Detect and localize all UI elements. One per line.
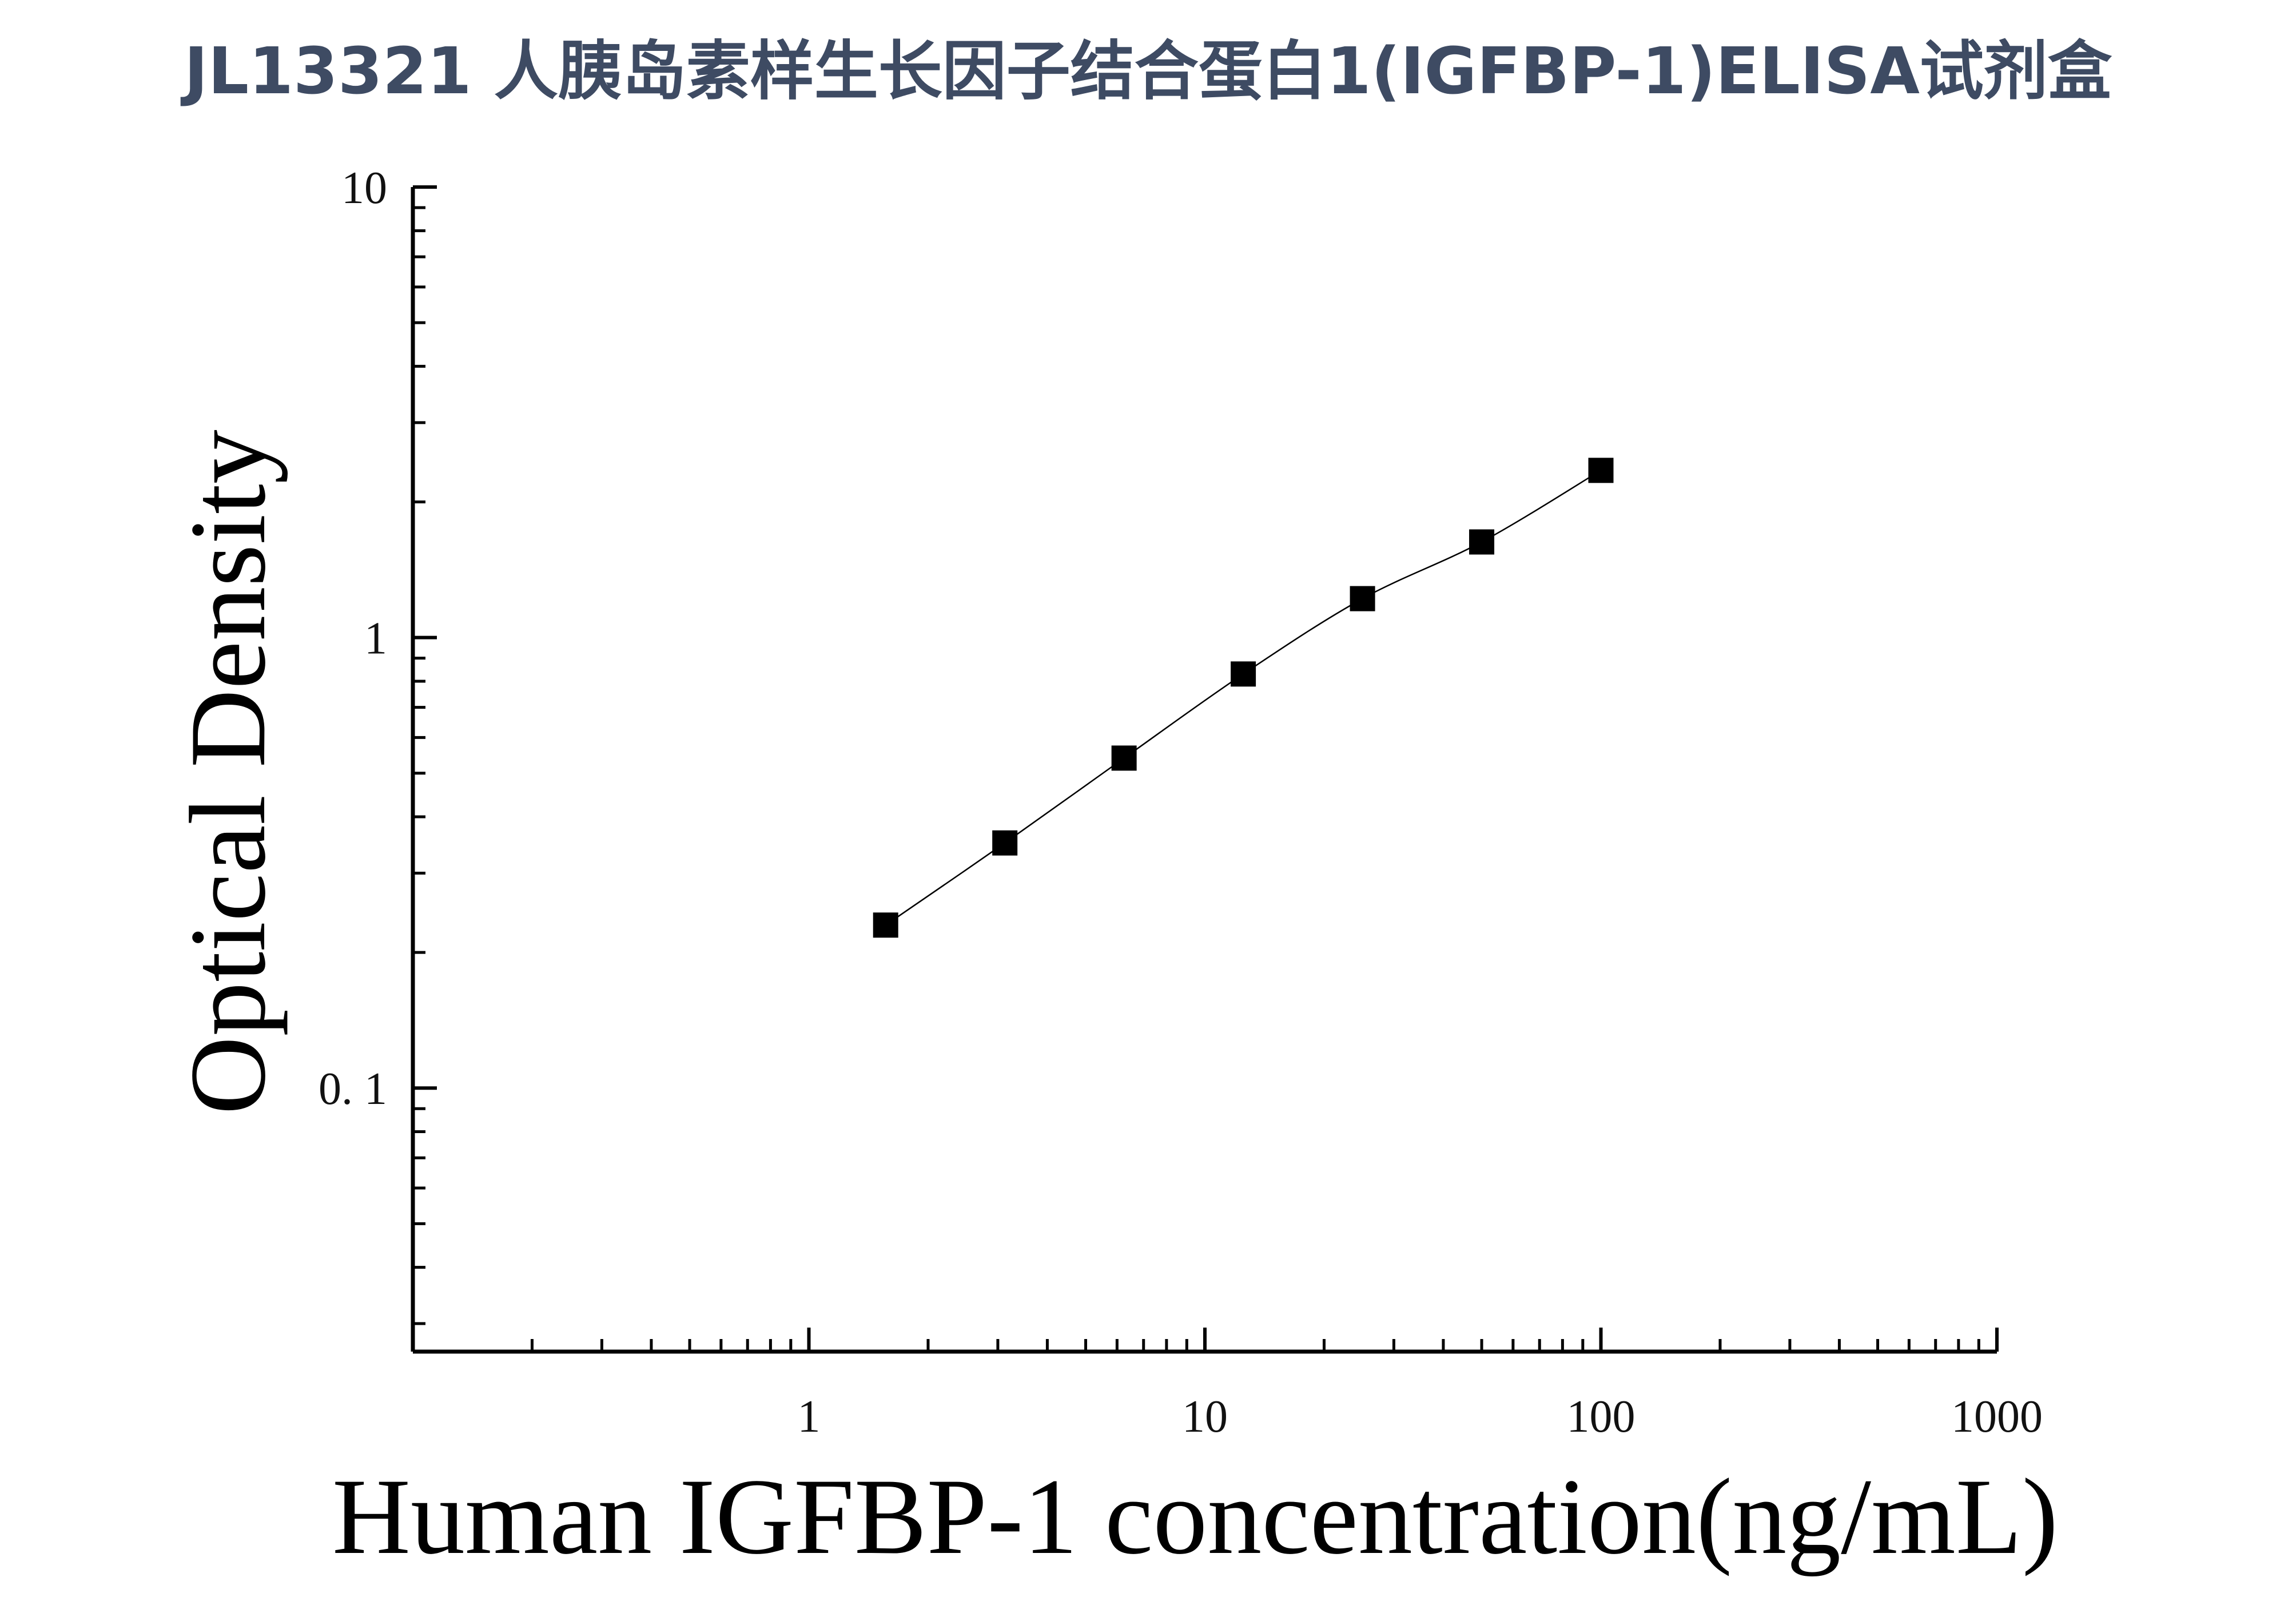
data-point-marker xyxy=(1588,458,1614,483)
data-series xyxy=(873,458,1614,938)
axes xyxy=(411,187,1997,1354)
y-tick-label: 1 xyxy=(364,614,387,664)
x-tick-label: 10 xyxy=(1182,1392,1228,1442)
x-axis-title: Human IGFBP-1 concentration(ng/mL) xyxy=(332,1457,2058,1577)
data-point-marker xyxy=(1231,661,1256,687)
x-tick-label: 1000 xyxy=(1951,1392,2043,1442)
data-point-marker xyxy=(1111,745,1137,771)
data-point-marker xyxy=(1350,586,1375,611)
page-title: JL13321 人胰岛素样生长因子结合蛋白1(IGFBP-1)ELISA试剂盒 xyxy=(184,34,2112,109)
data-point-marker xyxy=(992,830,1018,856)
x-tick-label: 100 xyxy=(1567,1392,1636,1442)
y-tick-label: 0. 1 xyxy=(319,1064,387,1114)
y-axis-ticks: 0. 1 1 10 xyxy=(319,163,437,1325)
x-tick-label: 1 xyxy=(798,1392,821,1442)
data-point-marker xyxy=(873,912,898,938)
data-point-marker xyxy=(1469,529,1495,555)
x-axis-ticks: 1 10 100 1000 xyxy=(530,1328,2043,1442)
y-axis-title: Optical Density xyxy=(168,430,288,1115)
y-tick-label: 10 xyxy=(341,163,387,213)
